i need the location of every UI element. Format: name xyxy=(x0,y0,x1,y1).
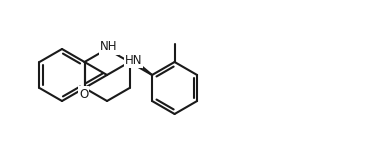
Text: NH: NH xyxy=(100,40,118,54)
Text: O: O xyxy=(79,87,88,100)
Text: HN: HN xyxy=(125,54,142,66)
